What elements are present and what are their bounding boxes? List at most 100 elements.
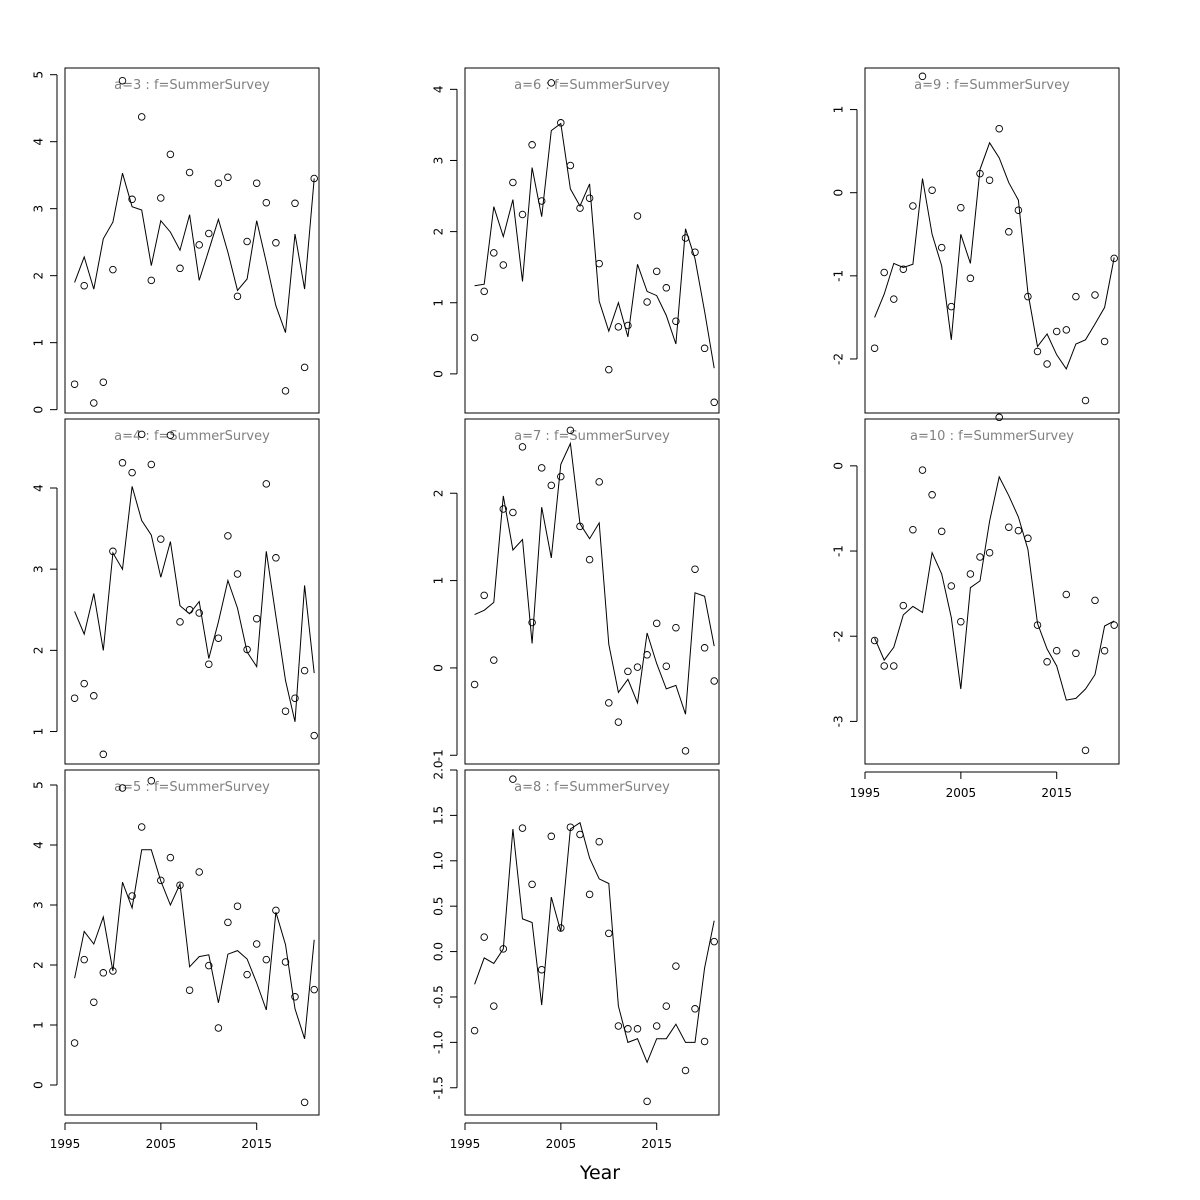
y-tick-label: -1.5	[432, 1076, 446, 1099]
observed-point	[518, 443, 527, 451]
observed-point	[272, 554, 280, 562]
observed-point	[118, 76, 127, 85]
observed-point	[137, 113, 146, 121]
observed-point	[576, 522, 584, 531]
observed-point	[585, 890, 594, 899]
y-tick-label: 1	[432, 299, 446, 307]
observed-point	[537, 965, 546, 974]
observed-point	[80, 955, 88, 964]
observed-point	[710, 398, 718, 407]
observed-point	[310, 174, 318, 183]
observed-point	[547, 481, 556, 490]
observed-point	[947, 302, 956, 311]
observed-point	[547, 832, 556, 841]
observed-point	[633, 212, 642, 220]
observed-point	[528, 880, 536, 889]
observed-point	[99, 378, 108, 386]
observed-point	[918, 466, 927, 474]
y-tick-label: -2	[832, 353, 846, 365]
observed-point	[128, 195, 136, 204]
y-tick-label: 1	[832, 106, 846, 114]
x-tick-label: 2015	[241, 1137, 272, 1151]
observed-point	[672, 962, 680, 970]
fitted-line	[74, 486, 315, 722]
observed-point	[195, 241, 203, 249]
observed-point	[109, 547, 117, 556]
observed-point	[957, 617, 965, 626]
observed-point	[691, 1005, 699, 1013]
y-tick-label: 0	[432, 664, 446, 672]
observed-point	[614, 323, 623, 331]
observed-point	[957, 203, 965, 212]
observed-point	[1072, 649, 1080, 658]
x-tick-label: 1995	[450, 1137, 481, 1151]
observed-point	[643, 298, 651, 306]
observed-point	[470, 680, 479, 689]
observed-point	[1081, 746, 1090, 755]
observed-point	[995, 413, 1003, 422]
observed-point	[499, 505, 508, 513]
observed-point	[966, 274, 975, 283]
observed-point	[176, 881, 184, 889]
observed-point	[291, 199, 299, 208]
observed-point	[80, 281, 88, 290]
y-tick-label: 4	[32, 138, 46, 146]
observed-point	[643, 1097, 651, 1106]
observed-point	[262, 955, 271, 964]
y-tick-label: 0	[32, 406, 46, 414]
observed-point	[537, 197, 546, 205]
y-tick-label: -3	[832, 715, 846, 727]
observed-point	[633, 663, 642, 671]
observed-point	[537, 464, 546, 472]
plot-frame	[64, 67, 320, 414]
observed-point	[291, 993, 299, 1001]
fitted-line	[74, 849, 315, 1039]
observed-point	[691, 248, 699, 256]
observed-point	[985, 548, 994, 557]
observed-point	[710, 937, 718, 946]
observed-point	[1091, 596, 1099, 605]
observed-point	[195, 868, 203, 876]
observed-point	[1014, 206, 1023, 214]
observed-point	[300, 363, 309, 372]
x-tick-label: 2005	[546, 1137, 577, 1151]
observed-point	[109, 967, 117, 975]
observed-point	[262, 480, 271, 488]
observed-point	[499, 261, 508, 269]
observed-point	[176, 264, 184, 273]
observed-point	[291, 694, 299, 702]
plot-frame	[464, 67, 720, 414]
observed-point	[137, 430, 146, 439]
observed-point	[662, 1002, 671, 1010]
observed-point	[252, 940, 261, 948]
observed-point	[681, 1066, 690, 1075]
observed-point	[176, 618, 184, 626]
y-tick-label: 2.0	[432, 760, 446, 779]
observed-point	[205, 660, 213, 668]
observed-point	[1100, 337, 1109, 346]
fitted-line	[474, 821, 715, 1064]
observed-point	[1100, 646, 1109, 655]
observed-point	[480, 933, 488, 941]
observed-point	[224, 173, 232, 181]
panel-7: a=9 : f=SummerSurvey -2 -1 0 1	[832, 67, 1120, 414]
plot-frame	[864, 418, 1120, 765]
observed-point	[595, 478, 603, 486]
observed-point	[214, 179, 223, 187]
observed-point	[224, 918, 232, 927]
observed-point	[99, 750, 108, 759]
observed-point	[281, 707, 290, 715]
panel-2: a=4 : f=SummerSurvey 1 2 3 4	[32, 418, 320, 765]
observed-point	[310, 731, 318, 740]
observed-point	[1024, 292, 1032, 301]
observed-point	[995, 124, 1003, 133]
observed-point	[710, 677, 718, 685]
y-tick-label: 2	[32, 961, 46, 969]
plot-frame	[864, 67, 1120, 414]
y-tick-label: 1	[432, 577, 446, 585]
observed-point	[224, 532, 232, 540]
observed-point	[128, 468, 136, 477]
observed-point	[643, 651, 651, 659]
y-tick-label: -1	[832, 270, 846, 282]
observed-point	[672, 623, 680, 632]
